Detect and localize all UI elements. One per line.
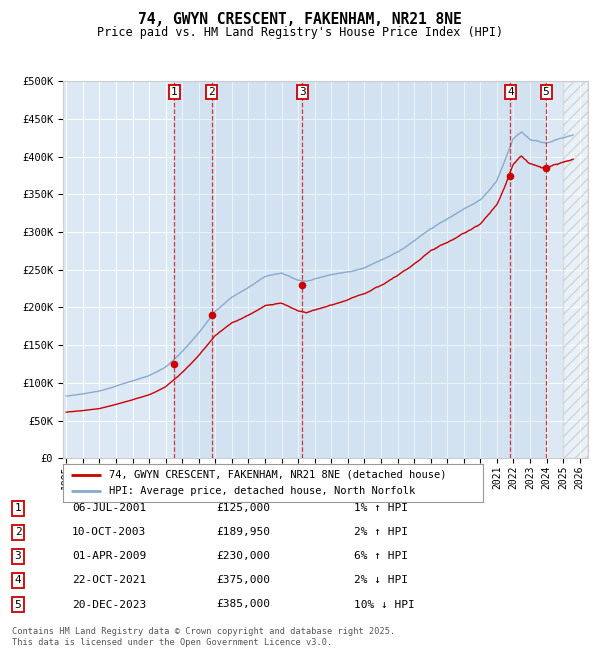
Text: £375,000: £375,000 [216,575,270,586]
Bar [511,81,546,458]
Text: Price paid vs. HM Land Registry's House Price Index (HPI): Price paid vs. HM Land Registry's House … [97,26,503,39]
Text: 4: 4 [507,87,514,97]
Text: 2: 2 [14,527,22,538]
Text: 6% ↑ HPI: 6% ↑ HPI [354,551,408,562]
Text: 74, GWYN CRESCENT, FAKENHAM, NR21 8NE (detached house): 74, GWYN CRESCENT, FAKENHAM, NR21 8NE (d… [109,470,446,480]
Text: 2% ↓ HPI: 2% ↓ HPI [354,575,408,586]
Bar [302,81,511,458]
Text: 22-OCT-2021: 22-OCT-2021 [72,575,146,586]
Text: 5: 5 [543,87,550,97]
Text: £385,000: £385,000 [216,599,270,610]
Text: 01-APR-2009: 01-APR-2009 [72,551,146,562]
Text: 1: 1 [14,503,22,514]
Text: 74, GWYN CRESCENT, FAKENHAM, NR21 8NE: 74, GWYN CRESCENT, FAKENHAM, NR21 8NE [138,12,462,27]
Text: 2% ↑ HPI: 2% ↑ HPI [354,527,408,538]
Text: 4: 4 [14,575,22,586]
Text: 10-OCT-2003: 10-OCT-2003 [72,527,146,538]
Text: 1: 1 [171,87,178,97]
Bar [563,81,588,458]
Text: 1% ↑ HPI: 1% ↑ HPI [354,503,408,514]
Text: £230,000: £230,000 [216,551,270,562]
Text: HPI: Average price, detached house, North Norfolk: HPI: Average price, detached house, Nort… [109,486,415,496]
Text: 20-DEC-2023: 20-DEC-2023 [72,599,146,610]
Text: £125,000: £125,000 [216,503,270,514]
Text: 2: 2 [208,87,215,97]
Text: £189,950: £189,950 [216,527,270,538]
Bar [212,81,302,458]
Text: 5: 5 [14,599,22,610]
Text: 10% ↓ HPI: 10% ↓ HPI [354,599,415,610]
Text: 3: 3 [14,551,22,562]
Text: Contains HM Land Registry data © Crown copyright and database right 2025.
This d: Contains HM Land Registry data © Crown c… [12,627,395,647]
Text: 3: 3 [299,87,305,97]
Text: 06-JUL-2001: 06-JUL-2001 [72,503,146,514]
Bar [174,81,212,458]
